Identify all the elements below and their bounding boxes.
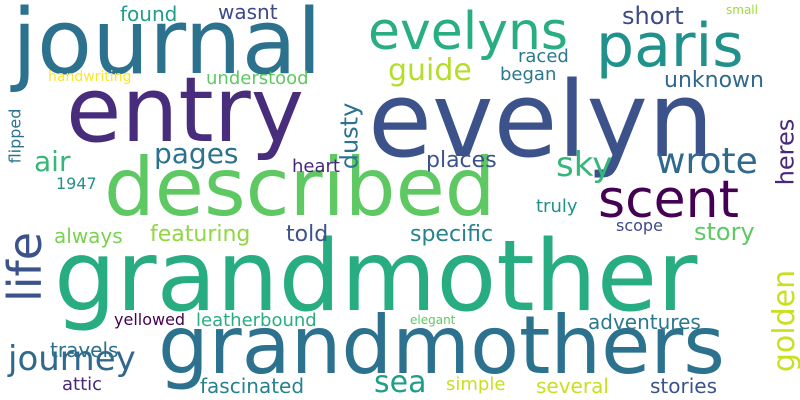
word-began: began — [500, 64, 557, 85]
word-told: told — [286, 222, 329, 247]
word-always: always — [54, 224, 123, 248]
word-entry: entry — [66, 58, 304, 163]
word-understood: understood — [206, 68, 309, 89]
word-fascinated: fascinated — [200, 374, 305, 398]
word-places: places — [426, 148, 497, 173]
word-grandmothers: grandmothers — [158, 299, 725, 392]
word-wrote: wrote — [656, 141, 758, 182]
word-specific: specific — [410, 222, 494, 247]
word-adventures: adventures — [588, 310, 701, 334]
word-heart: heart — [292, 156, 340, 177]
word-stories: stories — [650, 374, 718, 398]
word-several: several — [536, 374, 609, 398]
word-pages: pages — [154, 137, 239, 170]
word-found: found — [120, 2, 178, 26]
word-journal: journal — [12, 0, 322, 95]
word-grandmother: grandmother — [54, 220, 698, 334]
word-elegant: elegant — [410, 313, 456, 327]
word-sea: sea — [374, 365, 427, 400]
word-wasnt: wasnt — [218, 0, 278, 24]
word-travels: travels — [50, 338, 119, 362]
word-scent: scent — [598, 170, 740, 230]
word-sky: sky — [556, 145, 613, 185]
word-golden: golden — [767, 269, 800, 373]
word-life: life — [0, 231, 53, 303]
word-small: small — [726, 3, 758, 17]
word-short: short — [622, 2, 684, 30]
word-truly: truly — [536, 196, 578, 217]
word-journey: journey — [8, 339, 136, 379]
word-paris: paris — [596, 11, 744, 81]
word-described: described — [104, 141, 496, 234]
word-guide: guide — [388, 53, 472, 88]
word-attic: attic — [62, 374, 103, 395]
word-evelyn: evelyn — [368, 59, 714, 181]
word-leatherbound: leatherbound — [196, 310, 317, 331]
word-story: story — [694, 218, 755, 246]
word-heres: heres — [771, 118, 800, 186]
word-featuring: featuring — [150, 222, 251, 247]
word-air: air — [34, 145, 71, 178]
word-evelyns: evelyns — [368, 2, 569, 62]
word-simple: simple — [446, 374, 506, 395]
word-flipped: flipped — [5, 108, 25, 164]
word-scope: scope — [616, 216, 663, 235]
word-yellowed: yellowed — [114, 310, 186, 329]
word-1947: 1947 — [56, 174, 97, 193]
word-unknown: unknown — [664, 68, 764, 93]
word-handwriting: handwriting — [48, 69, 132, 85]
word-dusty: dusty — [335, 102, 364, 170]
word-raced: raced — [518, 46, 569, 67]
